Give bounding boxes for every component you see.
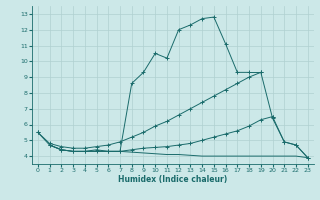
X-axis label: Humidex (Indice chaleur): Humidex (Indice chaleur) <box>118 175 228 184</box>
